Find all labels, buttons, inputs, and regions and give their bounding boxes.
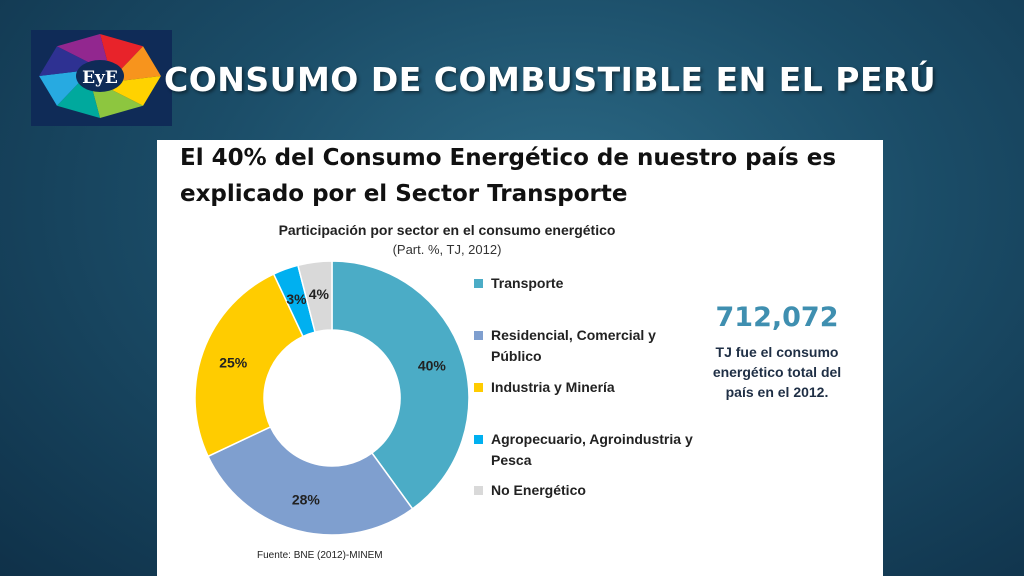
- camera-aperture-icon: EyE: [39, 34, 161, 118]
- chart-panel: El 40% del Consumo Energético de nuestro…: [157, 140, 883, 576]
- donut-slice-2: [194, 273, 305, 458]
- legend-label-1: Residencial, Comercial y Público: [491, 327, 656, 364]
- chart-title: Participación por sector en el consumo e…: [278, 222, 616, 238]
- donut-slice-label-1: 28%: [292, 492, 321, 508]
- donut-slice-4: [297, 260, 333, 334]
- eye-logo: EyE: [31, 30, 172, 126]
- donut-chart: 40% 28% 25% 3% 4%: [194, 260, 470, 536]
- legend-swatch-0: [474, 279, 483, 288]
- legend-swatch-2: [474, 383, 483, 392]
- legend-item-4: No Energético: [474, 480, 694, 501]
- legend-swatch-4: [474, 486, 483, 495]
- slide-title: CONSUMO DE COMBUSTIBLE EN EL PERÚ: [164, 60, 937, 99]
- legend-item-2: Industria y Minería: [474, 377, 694, 398]
- logo-petal: [109, 76, 161, 106]
- legend-item-0: Transporte: [474, 273, 694, 294]
- legend-label-0: Transporte: [491, 275, 564, 291]
- legend-item-1: Residencial, Comercial y Público: [474, 325, 694, 367]
- donut-slice-label-2: 25%: [219, 354, 248, 370]
- donut-slice-label-0: 40%: [418, 358, 447, 374]
- donut-slice-0: [331, 260, 470, 510]
- donut-slice-label-3: 3%: [286, 291, 307, 307]
- legend-label-4: No Energético: [491, 482, 586, 498]
- legend-label-2: Industria y Minería: [491, 379, 615, 395]
- legend-swatch-1: [474, 331, 483, 340]
- total-consumption-value: 712,072: [715, 302, 839, 333]
- legend-swatch-3: [474, 435, 483, 444]
- panel-headline: El 40% del Consumo Energético de nuestro…: [180, 145, 837, 207]
- legend-label-3: Agropecuario, Agroindustria y Pesca: [491, 431, 693, 468]
- logo-petal: [39, 46, 91, 76]
- source-note: Fuente: BNE (2012)-MINEM: [257, 550, 383, 561]
- logo-text: EyE: [82, 68, 118, 88]
- logo-petal: [100, 34, 144, 71]
- logo-petal: [39, 71, 80, 106]
- chart-subtitle: (Part. %, TJ, 2012): [392, 242, 502, 257]
- logo-petal: [92, 88, 144, 118]
- logo-petal: [56, 81, 100, 118]
- logo-petal: [120, 46, 161, 81]
- legend-item-3: Agropecuario, Agroindustria y Pesca: [474, 429, 694, 471]
- donut-slice-label-4: 4%: [309, 286, 330, 302]
- logo-petal: [56, 34, 108, 64]
- donut-slice-1: [207, 425, 414, 536]
- total-consumption-caption: TJ fue el consumo energético total del p…: [712, 344, 842, 400]
